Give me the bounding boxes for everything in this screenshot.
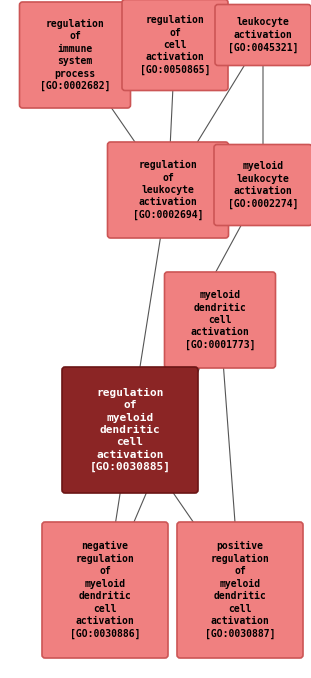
Text: regulation
of
cell
activation
[GO:0050865]: regulation of cell activation [GO:005086… xyxy=(140,15,210,75)
FancyBboxPatch shape xyxy=(108,142,229,238)
Text: regulation
of
immune
system
process
[GO:0002682]: regulation of immune system process [GO:… xyxy=(40,19,110,91)
Text: myeloid
leukocyte
activation
[GO:0002274]: myeloid leukocyte activation [GO:0002274… xyxy=(228,161,298,209)
Text: myeloid
dendritic
cell
activation
[GO:0001773]: myeloid dendritic cell activation [GO:00… xyxy=(185,290,255,350)
Text: regulation
of
myeloid
dendritic
cell
activation
[GO:0030885]: regulation of myeloid dendritic cell act… xyxy=(90,388,170,473)
Text: leukocyte
activation
[GO:0045321]: leukocyte activation [GO:0045321] xyxy=(228,18,298,52)
Text: negative
regulation
of
myeloid
dendritic
cell
activation
[GO:0030886]: negative regulation of myeloid dendritic… xyxy=(70,542,140,639)
FancyBboxPatch shape xyxy=(122,0,228,90)
Text: regulation
of
leukocyte
activation
[GO:0002694]: regulation of leukocyte activation [GO:0… xyxy=(133,160,203,220)
FancyBboxPatch shape xyxy=(165,272,276,368)
FancyBboxPatch shape xyxy=(214,144,311,226)
FancyBboxPatch shape xyxy=(62,367,198,493)
FancyBboxPatch shape xyxy=(177,522,303,658)
FancyBboxPatch shape xyxy=(20,2,131,108)
Text: positive
regulation
of
myeloid
dendritic
cell
activation
[GO:0030887]: positive regulation of myeloid dendritic… xyxy=(205,542,275,639)
FancyBboxPatch shape xyxy=(42,522,168,658)
FancyBboxPatch shape xyxy=(215,5,311,66)
